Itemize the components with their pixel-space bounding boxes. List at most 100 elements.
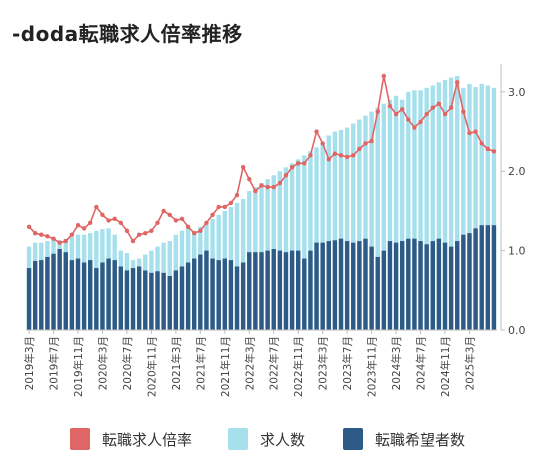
seekers-bar bbox=[124, 270, 130, 330]
seekers-bar bbox=[155, 271, 160, 330]
seekers-bar bbox=[112, 260, 117, 330]
seekers-bar bbox=[393, 242, 399, 330]
ratio-point bbox=[149, 228, 154, 233]
jobs-bar bbox=[308, 151, 313, 330]
ratio-point bbox=[161, 208, 166, 214]
ratio-line-layer bbox=[26, 73, 497, 245]
ratio-point bbox=[26, 224, 32, 229]
x-tick-label: 2024年11月 bbox=[439, 336, 452, 397]
jobs-bar bbox=[381, 103, 387, 331]
seekers-bar bbox=[45, 256, 50, 330]
ratio-point bbox=[100, 212, 105, 218]
ratio-point bbox=[436, 101, 442, 106]
ratio-point bbox=[51, 236, 56, 241]
seekers-bar bbox=[234, 266, 240, 330]
seekers-bar bbox=[473, 228, 478, 330]
seekers-bar bbox=[39, 260, 44, 330]
seekers-bar bbox=[320, 242, 325, 330]
jobs-bar bbox=[289, 163, 295, 330]
seekers-bar bbox=[430, 241, 435, 330]
ratio-point bbox=[63, 238, 68, 244]
jobs-bar bbox=[363, 115, 368, 331]
ratio-point bbox=[351, 153, 356, 158]
seekers-bar bbox=[351, 242, 356, 330]
y-tick-label: 2.0 bbox=[508, 165, 526, 178]
ratio-point bbox=[185, 224, 191, 229]
seekers-bar bbox=[363, 238, 368, 330]
seekers-bar bbox=[192, 258, 197, 330]
jobs-bar bbox=[326, 135, 331, 330]
x-tick-label: 2023年11月 bbox=[366, 336, 379, 397]
seekers-bar bbox=[69, 260, 75, 330]
x-tick-label: 2023年3月 bbox=[317, 336, 330, 390]
seekers-bar bbox=[75, 258, 81, 330]
ratio-point bbox=[424, 111, 429, 117]
jobs-bar bbox=[295, 159, 301, 330]
ratio-point bbox=[314, 129, 319, 134]
ratio-point bbox=[234, 192, 240, 198]
seekers-bar bbox=[467, 233, 472, 330]
seekers-bar bbox=[216, 260, 221, 330]
ratio-point bbox=[277, 180, 283, 186]
legend-item-ratio: 転職求人倍率 bbox=[70, 424, 192, 454]
seekers-bar bbox=[32, 260, 38, 330]
jobs-bar bbox=[424, 87, 429, 331]
y-tick-label: 0.0 bbox=[508, 324, 526, 337]
x-tick-label: 2020年3月 bbox=[96, 336, 109, 390]
seekers-bar bbox=[295, 250, 301, 330]
seekers-bar bbox=[228, 260, 234, 330]
seekers-bar bbox=[442, 242, 448, 330]
ratio-point bbox=[167, 212, 172, 218]
ratio-point bbox=[430, 105, 435, 110]
x-tick-label: 2022年3月 bbox=[243, 336, 256, 390]
jobs-bar bbox=[369, 111, 374, 331]
ratio-point bbox=[247, 176, 252, 182]
seekers-bar bbox=[118, 266, 124, 330]
seekers-bar bbox=[179, 266, 185, 330]
ratio-point bbox=[124, 228, 130, 233]
seekers-bar bbox=[185, 262, 191, 330]
seekers-bar bbox=[314, 242, 319, 330]
ratio-point bbox=[94, 204, 99, 210]
seekers-bar bbox=[338, 238, 344, 330]
seekers-bar bbox=[283, 252, 289, 330]
ratio-point bbox=[381, 73, 387, 79]
seekers-bar bbox=[436, 238, 442, 330]
x-tick-label: 2024年3月 bbox=[390, 336, 403, 390]
y-tick-label: 3.0 bbox=[508, 86, 526, 99]
seekers-bar bbox=[240, 262, 246, 330]
ratio-point bbox=[467, 130, 472, 136]
ratio-point bbox=[253, 188, 258, 194]
ratio-point bbox=[393, 111, 399, 117]
seekers-bar bbox=[381, 250, 387, 330]
seekers-bar bbox=[247, 252, 252, 330]
x-tick-label: 2022年11月 bbox=[292, 336, 305, 397]
axes-layer: 0.0 1.0 2.0 3.0 2019年3月 2019年7月 2019年11月 2020年3… bbox=[23, 64, 526, 397]
seekers-bar bbox=[265, 250, 270, 330]
legend-item-jobs: 求人数 bbox=[228, 424, 305, 454]
jobs-bar bbox=[302, 155, 307, 330]
ratio-point bbox=[179, 216, 185, 222]
ratio-point bbox=[326, 157, 331, 162]
x-tick-label: 2019年7月 bbox=[48, 336, 61, 390]
ratio-point bbox=[216, 204, 221, 210]
chart-svg: 0.0 1.0 2.0 3.0 2019年3月 2019年7月 2019年11月 2020年3… bbox=[23, 64, 526, 397]
x-tick-label: 2021年11月 bbox=[219, 336, 232, 397]
ratio-point bbox=[308, 153, 313, 158]
ratio-point bbox=[296, 161, 301, 166]
seekers-bar bbox=[222, 258, 228, 330]
seekers-bar bbox=[418, 241, 423, 330]
legend-swatch-ratio bbox=[70, 428, 90, 450]
ratio-point bbox=[412, 125, 417, 130]
legend-swatch-jobs bbox=[228, 428, 248, 450]
jobs-bar bbox=[412, 90, 417, 330]
ratio-point bbox=[57, 240, 62, 245]
jobs-bar bbox=[320, 143, 325, 330]
seekers-bar bbox=[57, 249, 62, 330]
seekers-bar bbox=[344, 241, 350, 330]
ratio-point bbox=[228, 200, 234, 206]
legend-label-seekers: 転職希望者数 bbox=[375, 430, 466, 449]
ratio-point bbox=[357, 146, 362, 152]
jobs-bar bbox=[283, 167, 289, 330]
x-tick-label: 2025年3月 bbox=[463, 336, 476, 390]
